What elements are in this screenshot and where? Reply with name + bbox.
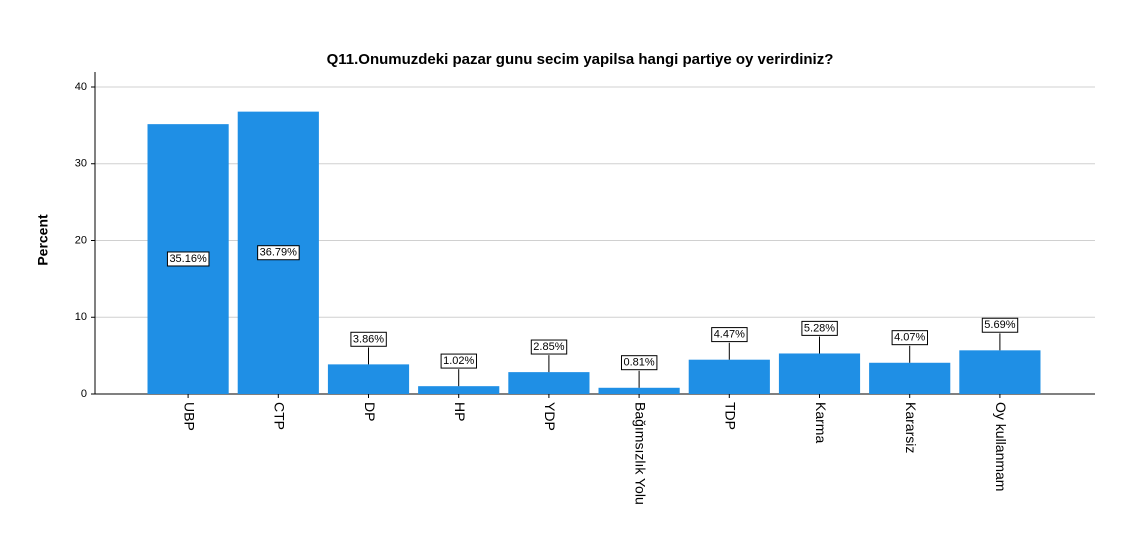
data-label-box: [257, 245, 300, 261]
y-tick-label: 0: [81, 388, 87, 400]
x-tick-label: UBP: [181, 402, 197, 431]
y-tick-label: 30: [75, 158, 87, 170]
data-label-box: [166, 251, 210, 267]
bar: [327, 364, 410, 394]
data-label-box: [530, 339, 568, 355]
chart-title: Q11.Onumuzdeki pazar gunu secim yapilsa …: [327, 51, 834, 68]
data-label: 5.69%: [984, 319, 1015, 331]
x-tick-label: DP: [362, 402, 378, 421]
bar: [598, 387, 680, 394]
x-tick-label: Karma: [813, 402, 829, 443]
x-tick-label: Bağımsızlık Yolu: [632, 402, 648, 505]
bar: [418, 386, 500, 394]
data-label-box: [440, 353, 478, 369]
data-label: 1.02%: [443, 355, 474, 367]
bar: [959, 350, 1041, 394]
y-tick-label: 10: [75, 311, 87, 323]
x-tick-label: Oy kullanmam: [993, 402, 1009, 491]
x-tick-label: CTP: [272, 402, 288, 430]
y-tick-label: 20: [75, 234, 87, 246]
data-label: 5.28%: [804, 322, 835, 334]
data-label: 35.16%: [169, 253, 207, 265]
bar: [688, 359, 770, 394]
data-label: 36.79%: [260, 247, 298, 259]
y-axis-title: Percent: [35, 214, 51, 266]
data-label-box: [891, 330, 929, 346]
data-label-box: [981, 317, 1019, 333]
data-label: 3.86%: [353, 333, 384, 345]
data-label-box: [350, 331, 387, 347]
data-label: 4.47%: [714, 329, 745, 341]
data-label-box: [620, 355, 658, 371]
data-label: 4.07%: [894, 332, 925, 344]
x-tick-label: YDP: [542, 402, 558, 431]
bar: [869, 362, 951, 394]
x-tick-label: HP: [452, 402, 468, 421]
bar: [778, 353, 861, 394]
x-tick-label: TDP: [723, 402, 739, 430]
data-label: 2.85%: [533, 341, 564, 353]
y-tick-label: 40: [75, 81, 87, 93]
data-label-box: [711, 327, 748, 343]
data-label-box: [801, 320, 838, 336]
x-tick-label: Kararsiz: [903, 402, 919, 453]
bar: [508, 372, 590, 394]
data-label: 0.81%: [623, 357, 654, 369]
